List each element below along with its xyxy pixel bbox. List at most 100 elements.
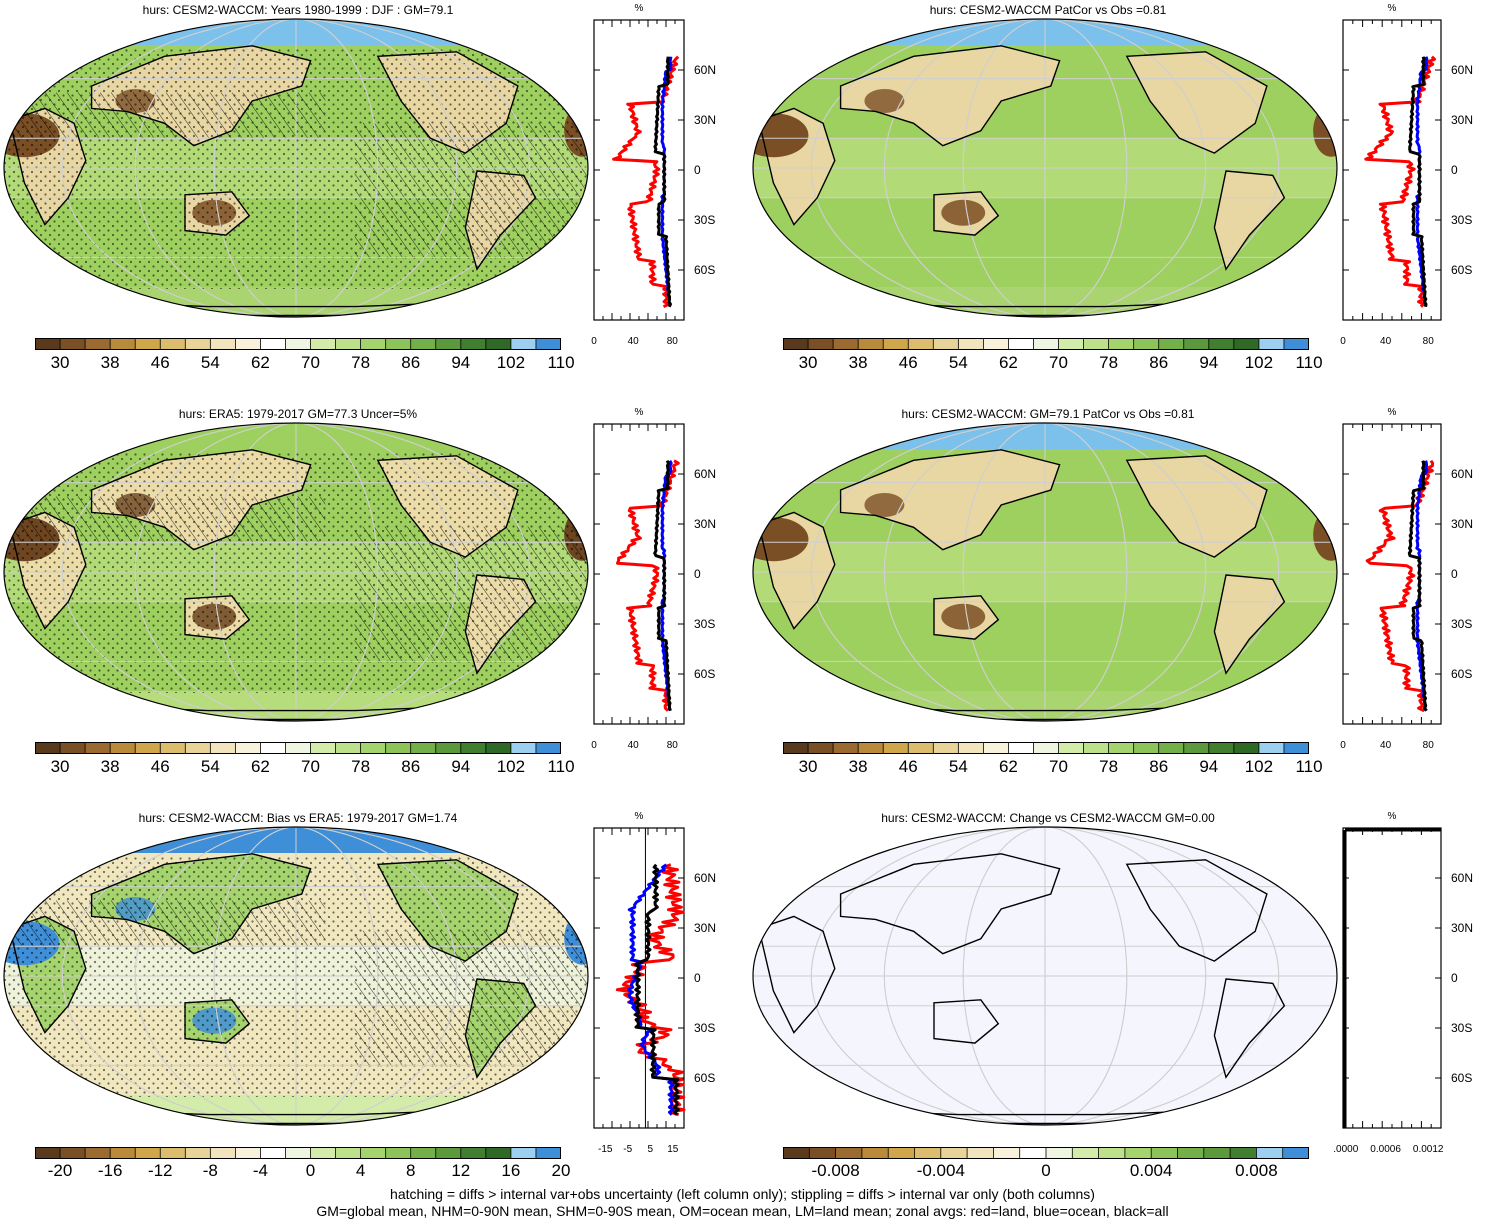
colorbar-swatch [1134, 338, 1160, 350]
colorbar-swatch [235, 338, 261, 350]
colorbar-tick-label: -20 [48, 1161, 73, 1181]
footer-line-1: hatching = diffs > internal var+obs unce… [0, 1186, 1485, 1202]
colorbar-swatch [361, 338, 387, 350]
map-panel-5 [3, 825, 589, 1127]
colorbar-tick-label: 62 [251, 353, 270, 373]
colorbar-swatch [85, 1147, 111, 1159]
desert-australia [941, 200, 985, 226]
hatching-overlay [3, 901, 325, 946]
colorbar-swatch [783, 338, 809, 350]
zonal-x-tick-label: -15 [598, 1144, 613, 1155]
colorbar-tick-label: 38 [849, 757, 868, 777]
zonal-x-tick-label: 0 [591, 336, 597, 347]
colorbar-swatch [35, 338, 61, 350]
colorbar-tick-label: 38 [101, 757, 120, 777]
colorbar-swatch [511, 742, 537, 754]
colorbar-swatch [833, 742, 859, 754]
colorbar-tick-label: -4 [253, 1161, 268, 1181]
colorbar-tick-label: -8 [203, 1161, 218, 1181]
colorbar-swatch [836, 1147, 863, 1159]
colorbar-tick-label: 86 [401, 757, 420, 777]
colorbar-tick-label: -0.004 [917, 1161, 965, 1181]
colorbar-swatch [160, 338, 186, 350]
colorbar-tick-label: -0.008 [811, 1161, 859, 1181]
lat-tick-label: 60S [694, 667, 715, 681]
colorbar-swatch [1234, 338, 1260, 350]
colorbar-swatch [1159, 338, 1185, 350]
panel-title-4: hurs: CESM2-WACCM: GM=79.1 PatCor vs Obs… [758, 407, 1338, 421]
colorbar-swatch [536, 338, 561, 350]
zonal-x-tick-label: 0.0006 [1370, 1144, 1401, 1155]
colorbar-swatch [210, 742, 236, 754]
lat-tick-label: 0 [1451, 971, 1458, 985]
colorbar-swatch [536, 1147, 561, 1159]
panel-title-3: hurs: ERA5: 1979-2017 GM=77.3 Uncer=5% [8, 407, 588, 421]
lat-tick-label: 30S [694, 213, 715, 227]
colorbar-swatch [411, 742, 437, 754]
colorbar-swatch [808, 742, 834, 754]
zonal-x-tick-label: 40 [1380, 740, 1392, 751]
colorbar-swatch [1134, 742, 1160, 754]
colorbar-tick-label: 38 [101, 353, 120, 373]
colorbar-swatch [110, 338, 136, 350]
colorbar-swatch [160, 742, 186, 754]
colorbar-swatch [461, 338, 487, 350]
colorbar-tick-label: 86 [1149, 353, 1168, 373]
colorbar-tick-label: 0 [306, 1161, 315, 1181]
colorbar-swatch [1151, 1147, 1178, 1159]
colorbar-swatch [461, 1147, 487, 1159]
colorbar-swatch [808, 338, 834, 350]
colorbar-tick-label: 110 [547, 353, 574, 373]
colorbar-swatch [1209, 742, 1235, 754]
lat-tick-label: 30S [694, 617, 715, 631]
zonal-x-tick-label: 40 [628, 336, 640, 347]
colorbar-tick-label: 16 [501, 1161, 520, 1181]
zonal-unit-label: % [635, 407, 644, 418]
colorbar-tick-label: 78 [351, 353, 370, 373]
colorbar-swatch [160, 1147, 186, 1159]
hatching-overlay [3, 93, 325, 138]
colorbar-swatch [1184, 338, 1210, 350]
colorbar-swatch [1184, 742, 1210, 754]
colorbar-swatch [1209, 338, 1235, 350]
colorbar-swatch [60, 1147, 86, 1159]
colorbar-tick-label: 102 [1245, 757, 1273, 777]
zonal-unit-label: % [635, 811, 644, 822]
lat-tick-label: 60N [694, 467, 716, 481]
colorbar-swatch [1033, 338, 1059, 350]
colorbar-swatch [858, 338, 884, 350]
colorbar-swatch [983, 742, 1009, 754]
zonal-x-tick-label: 80 [667, 740, 679, 751]
colorbar-swatch [888, 1147, 915, 1159]
zonal-unit-label: % [1388, 407, 1397, 418]
colorbar-swatch [185, 1147, 211, 1159]
colorbar-swatch [135, 1147, 161, 1159]
zonal-x-tick-label: 40 [1380, 336, 1392, 347]
colorbar-swatch [1109, 338, 1135, 350]
colorbar-swatch [386, 742, 412, 754]
panel-title-5: hurs: CESM2-WACCM: Bias vs ERA5: 1979-20… [8, 811, 588, 825]
zonal-x-tick-label: -5 [623, 1144, 632, 1155]
colorbar-swatch [958, 338, 984, 350]
colorbar-4 [783, 742, 1309, 754]
colorbar-tick-label: 102 [497, 757, 525, 777]
lat-tick-label: 30N [694, 921, 716, 935]
colorbar-swatch [285, 338, 311, 350]
colorbar-tick-label: 54 [949, 353, 968, 373]
colorbar-tick-label: 62 [999, 353, 1018, 373]
colorbar-swatch [411, 338, 437, 350]
colorbar-swatch [336, 742, 362, 754]
colorbar-swatch [185, 338, 211, 350]
colorbar-tick-label: 20 [552, 1161, 571, 1181]
zonal-unit-label: % [1388, 3, 1397, 14]
lat-tick-label: 60S [1451, 1071, 1472, 1085]
lat-tick-label: 30S [1451, 617, 1472, 631]
colorbar-swatch [436, 742, 462, 754]
